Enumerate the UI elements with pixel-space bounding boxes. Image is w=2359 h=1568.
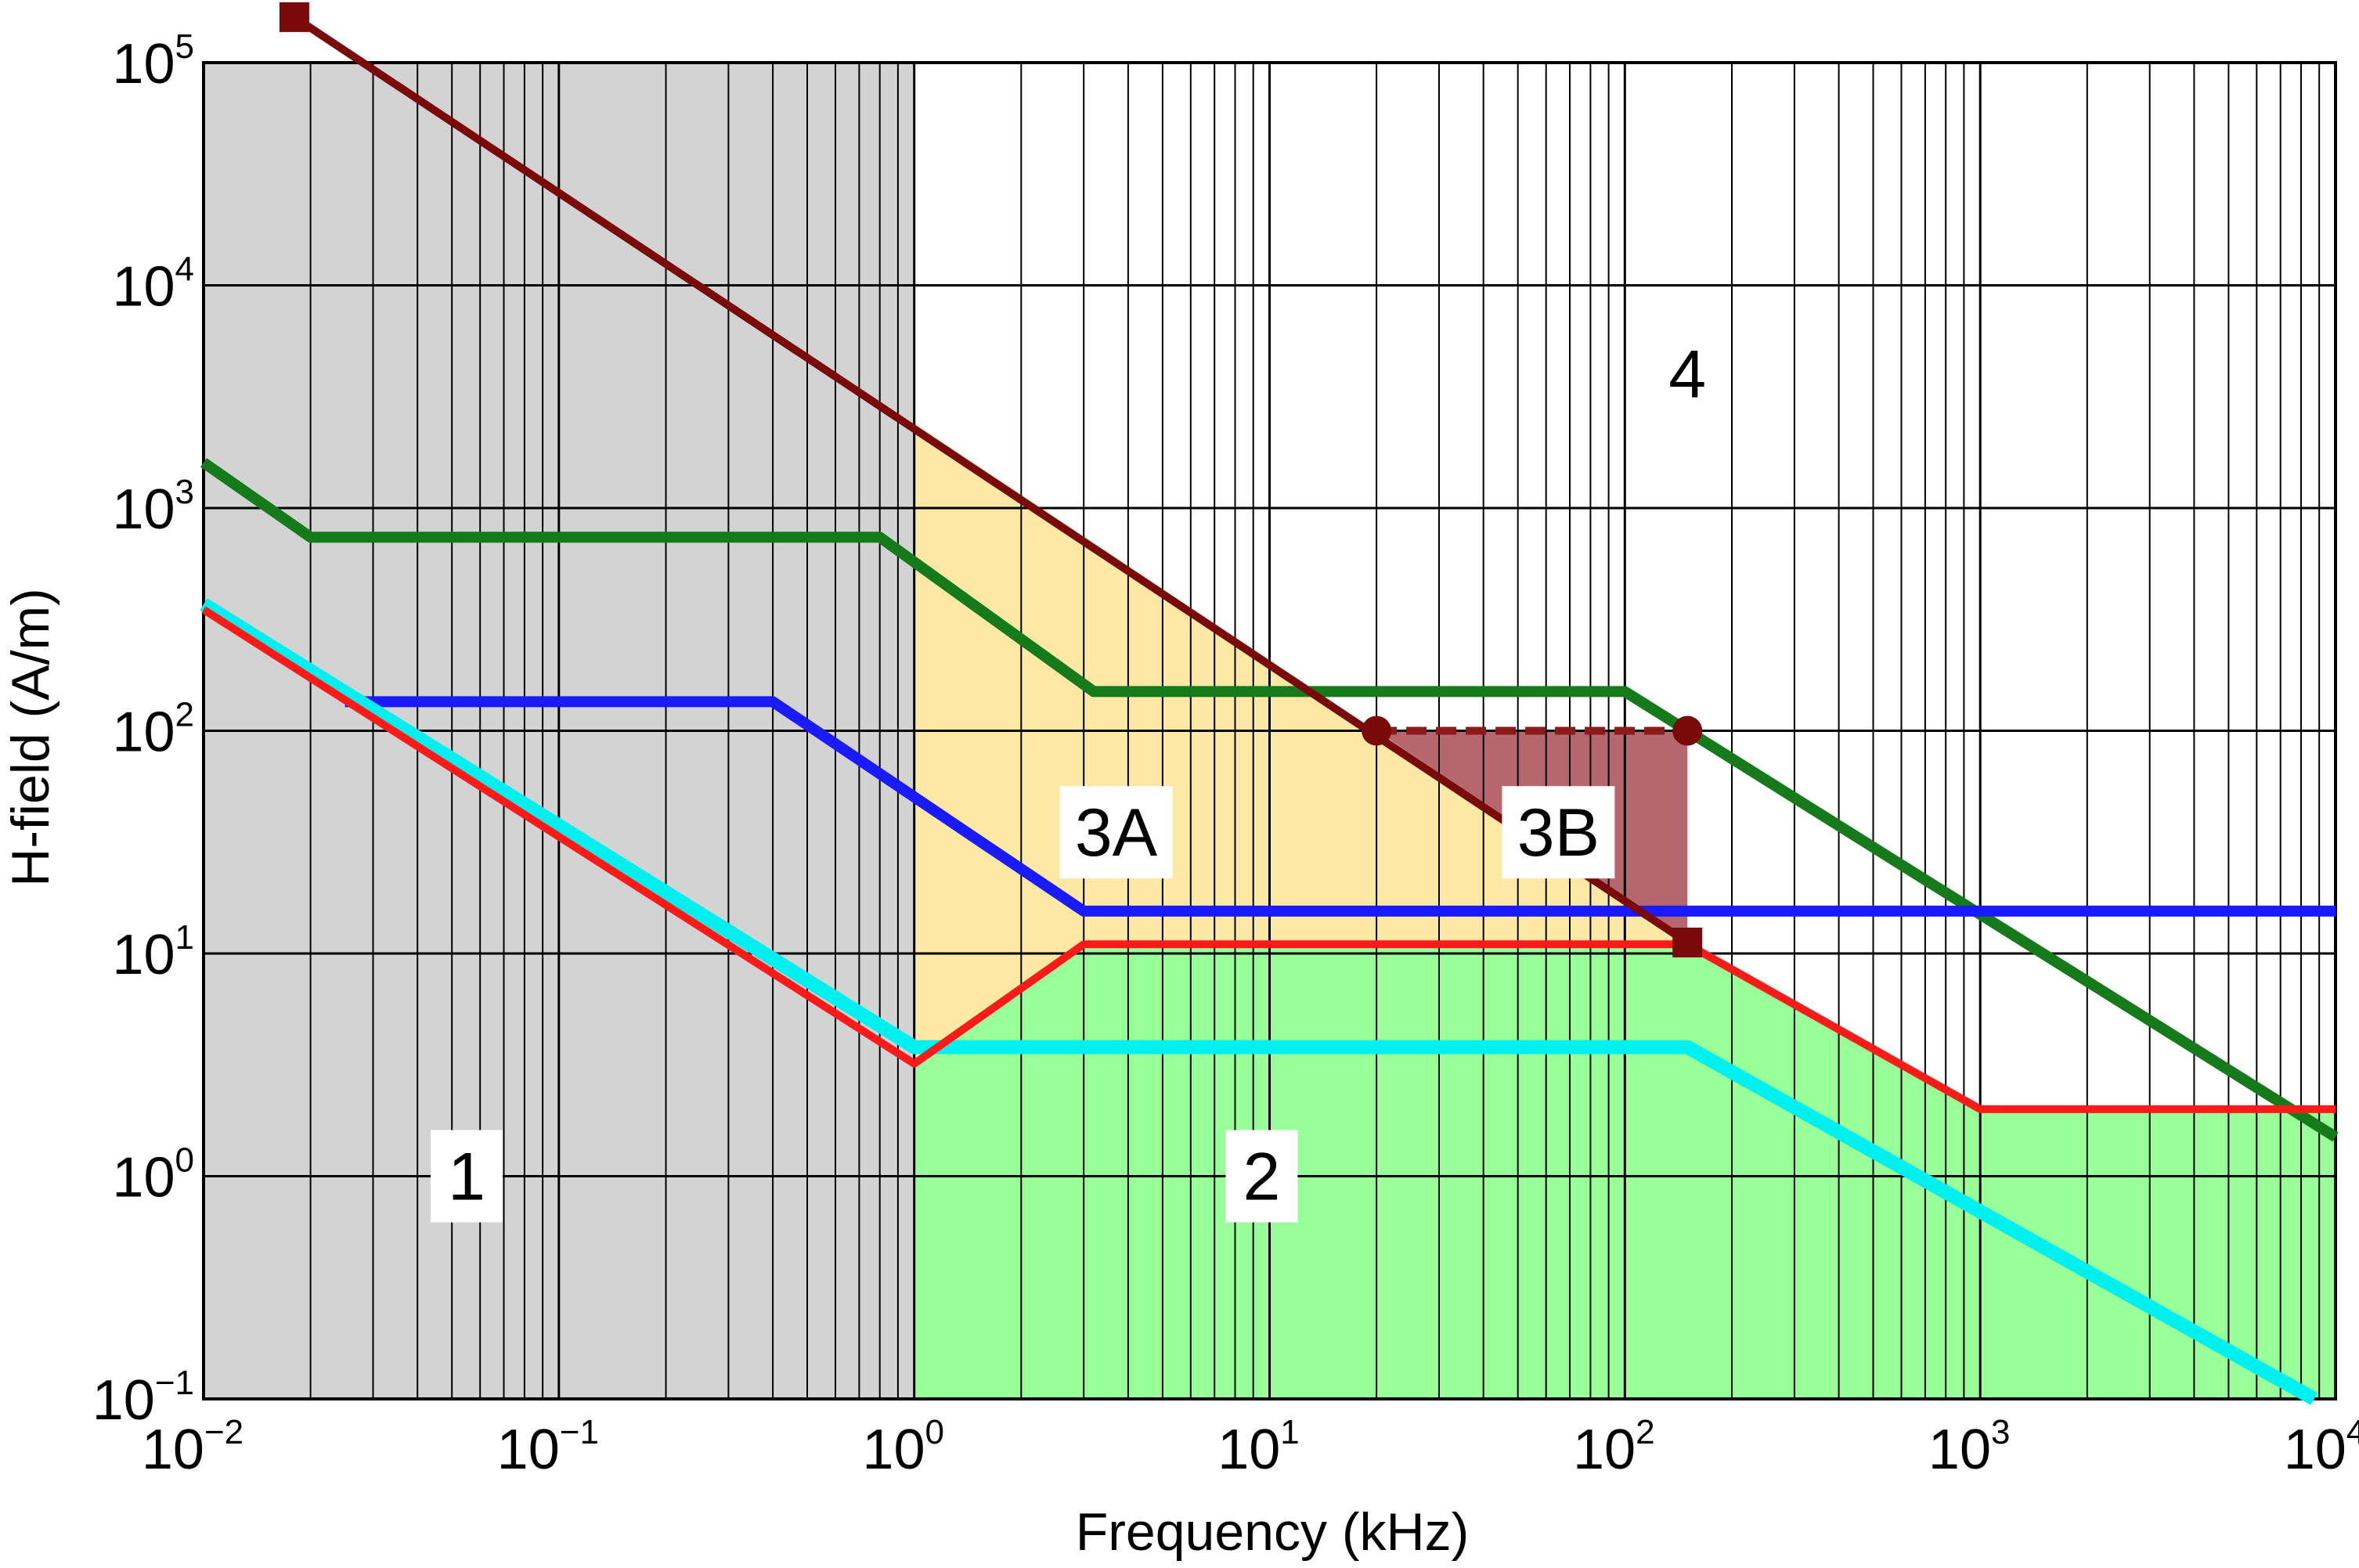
series-line-green — [200, 458, 2339, 1142]
markers — [279, 2, 1703, 957]
y-axis-label: H-field (A/m) — [1, 588, 60, 887]
region-label-box — [431, 1130, 503, 1223]
plot-frame — [202, 61, 2337, 1400]
x-tick-label: 103 — [1928, 1413, 2011, 1481]
circle-marker — [1362, 716, 1392, 746]
region-label-box — [1502, 786, 1615, 879]
circle-marker — [1672, 716, 1703, 746]
series-lines — [200, 13, 2339, 1405]
region-label-4: 4 — [1668, 337, 1706, 413]
x-tick-label: 101 — [1217, 1413, 1300, 1481]
square-marker — [279, 2, 309, 32]
y-tick-label: 103 — [112, 473, 194, 541]
tick-labels: 10−2 10−1 100 101 102 103 10410−11001011021031… — [92, 27, 2359, 1481]
region-label-box — [1059, 786, 1173, 879]
series-line-red — [201, 606, 2336, 1113]
series-line-dark-red — [292, 13, 1690, 946]
series-line-cyan — [200, 598, 2318, 1405]
y-tick-label: 101 — [112, 918, 194, 986]
region-label-3a: 3A — [1075, 795, 1158, 871]
y-tick-label: 102 — [112, 696, 194, 764]
series-line-blue — [344, 696, 2336, 917]
x-axis-label: Frequency (kHz) — [1076, 1502, 1470, 1562]
y-tick-label: 10−1 — [92, 1364, 194, 1432]
region-label-box — [1225, 1130, 1298, 1223]
square-marker — [1672, 928, 1703, 957]
y-tick-label: 105 — [112, 27, 194, 96]
region-3a — [914, 423, 1688, 1064]
y-tick-label: 104 — [112, 251, 194, 319]
x-tick-label: 10−2 — [142, 1413, 243, 1481]
region-label-2: 2 — [1243, 1140, 1280, 1215]
region-label-1: 1 — [448, 1140, 485, 1215]
x-tick-label: 104 — [2284, 1413, 2359, 1481]
region-labels: 1 2 3A 3B 4 — [431, 337, 1706, 1223]
x-tick-label: 102 — [1573, 1413, 1655, 1481]
x-tick-label: 10−1 — [497, 1413, 599, 1481]
x-tick-label: 100 — [862, 1413, 944, 1481]
region-label-3b: 3B — [1517, 795, 1600, 871]
y-tick-label: 100 — [112, 1141, 194, 1209]
